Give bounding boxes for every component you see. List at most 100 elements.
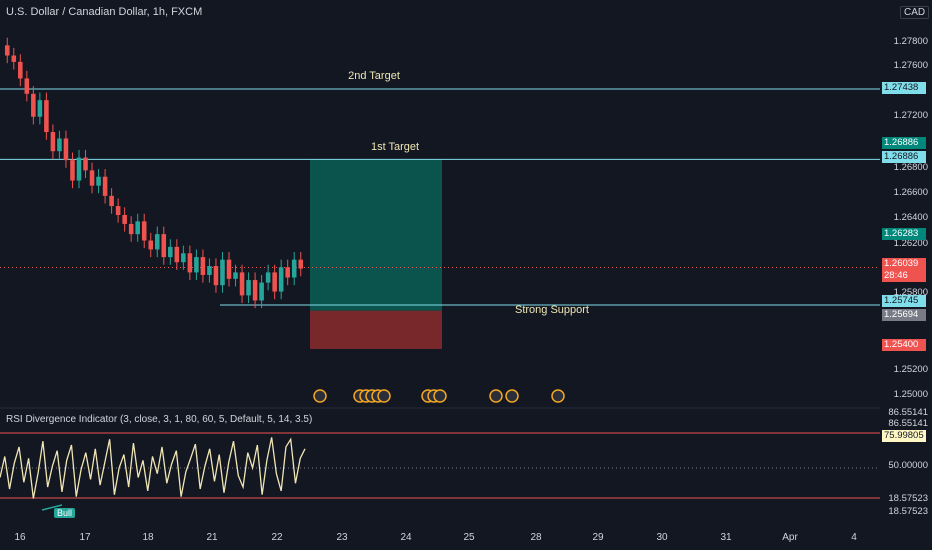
profit-zone xyxy=(310,159,442,311)
candle-body xyxy=(96,176,101,186)
candle-body xyxy=(128,223,134,235)
candle-body xyxy=(18,61,23,79)
rsi-axis-label: 86.55141 xyxy=(888,418,928,429)
time-label: 22 xyxy=(271,532,283,543)
loss-zone xyxy=(310,310,442,349)
rsi-axis-label: 50.00000 xyxy=(888,460,928,471)
economic-event-icon xyxy=(377,389,391,403)
rsi-axis-label: 18.57523 xyxy=(888,506,928,517)
time-label: 23 xyxy=(336,532,348,543)
candle-body xyxy=(102,176,108,196)
stop-price-tag: 1.25400 xyxy=(882,339,926,351)
symbol-title: U.S. Dollar / Canadian Dollar, 1h, FXCM xyxy=(6,6,203,18)
candle-body xyxy=(194,257,199,273)
second-target-label: 2nd Target xyxy=(348,70,400,82)
economic-event-icon xyxy=(489,389,503,403)
candle-body xyxy=(83,157,88,171)
candle-body xyxy=(207,266,212,275)
rsi-axis-label: 18.57523 xyxy=(888,493,928,504)
candle-body xyxy=(89,170,95,186)
price-label: 1.27200 xyxy=(893,110,928,121)
candle-body xyxy=(24,78,30,94)
time-label: 18 xyxy=(142,532,154,543)
first-target-label: 1st Target xyxy=(370,141,420,153)
economic-event-icon xyxy=(551,389,565,403)
time-label: 21 xyxy=(206,532,218,543)
currency-badge[interactable]: CAD xyxy=(900,6,930,19)
time-label: 28 xyxy=(530,532,542,543)
strong-support-label: Strong Support xyxy=(515,304,589,316)
time-label: 30 xyxy=(656,532,668,543)
candle-body xyxy=(200,257,206,275)
candle-body xyxy=(141,221,147,241)
price-label: 1.25800 xyxy=(893,287,928,298)
price-label: 1.25000 xyxy=(893,389,928,400)
candle-body xyxy=(187,253,193,273)
candle-body xyxy=(4,45,10,56)
candle-body xyxy=(213,266,219,286)
price-label: 1.26600 xyxy=(893,187,928,198)
candle-body xyxy=(63,138,69,161)
time-label: 16 xyxy=(14,532,26,543)
time-label: Apr xyxy=(782,532,798,543)
time-label: 24 xyxy=(400,532,412,543)
candle-body xyxy=(174,246,180,263)
candle-body xyxy=(37,100,43,117)
candle-body xyxy=(122,215,127,224)
countdown-tag: 28:46 xyxy=(882,270,926,282)
high-price-tag: 1.26283 xyxy=(882,228,926,240)
candle-body xyxy=(161,234,167,258)
candle-body xyxy=(291,259,297,278)
candle-body xyxy=(265,272,271,283)
candle-body xyxy=(285,267,290,278)
candle-body xyxy=(246,280,251,296)
price-label: 1.26800 xyxy=(893,162,928,173)
time-label: 17 xyxy=(79,532,91,543)
rsi-axis-label: 86.55141 xyxy=(888,407,928,418)
candle-body xyxy=(11,55,17,62)
candle-body xyxy=(298,259,304,269)
candle-body xyxy=(181,253,186,263)
target2-price-tag: 1.27438 xyxy=(882,82,926,94)
price-label: 1.27600 xyxy=(893,60,928,71)
economic-event-icon xyxy=(433,389,447,403)
candle-body xyxy=(154,234,160,250)
candle-body xyxy=(70,160,75,181)
candle-body xyxy=(50,132,56,152)
price-label: 1.26400 xyxy=(893,212,928,223)
rsi-line xyxy=(0,437,306,499)
candle-body xyxy=(109,195,114,207)
candle-body xyxy=(135,221,140,235)
price-label: 1.26200 xyxy=(893,238,928,249)
time-label: 25 xyxy=(463,532,475,543)
candle-body xyxy=(76,157,82,181)
candle-body xyxy=(31,93,36,117)
time-label: 31 xyxy=(720,532,732,543)
bull-divergence-line xyxy=(41,504,63,511)
position-tp-tag: 1.26886 xyxy=(882,137,926,149)
candle-body xyxy=(252,280,258,301)
support-price-tag: 1.25745 xyxy=(882,295,926,307)
rsi-value-tag: 75.99805 xyxy=(882,430,926,442)
candle-body xyxy=(44,100,49,133)
candle-body xyxy=(278,267,284,292)
candle-body xyxy=(272,272,277,292)
candle-body xyxy=(226,259,232,279)
candle-body xyxy=(148,240,154,250)
bull-divergence-label: Bull xyxy=(54,508,76,518)
time-label: 4 xyxy=(851,532,857,543)
price-label: 1.27800 xyxy=(893,36,928,47)
target1-price-tag: 1.26886 xyxy=(882,151,926,163)
price-label: 1.25200 xyxy=(893,364,928,375)
entry-price-tag: 1.25694 xyxy=(882,309,926,321)
indicator-title[interactable]: RSI Divergence Indicator (3, close, 3, 1… xyxy=(6,414,313,425)
time-label: 29 xyxy=(592,532,604,543)
candle-body xyxy=(239,272,245,296)
last-price-tag: 1.26039 xyxy=(882,258,926,270)
economic-event-icon xyxy=(313,389,327,403)
candle-body xyxy=(220,259,225,286)
candle-body xyxy=(168,246,173,258)
candle-body xyxy=(57,138,62,152)
candle-body xyxy=(259,282,264,301)
